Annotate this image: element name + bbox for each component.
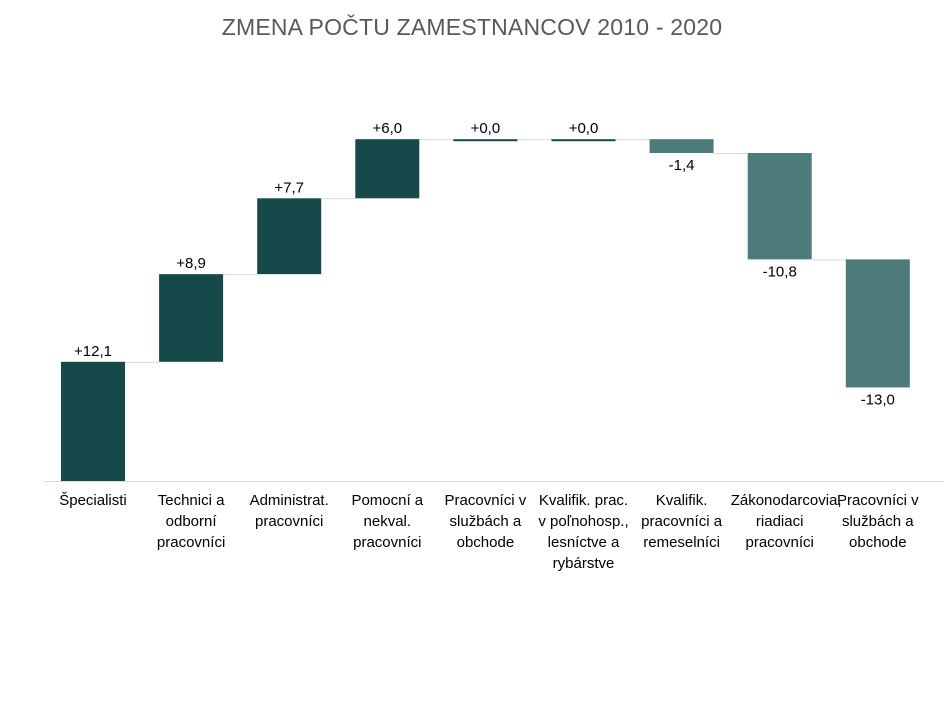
category-label-6: Kvalifik. pracovníci a remeselníci — [641, 492, 723, 551]
data-label-1: +8,9 — [176, 255, 206, 272]
category-label-3: Pomocní a nekval. pracovníci — [351, 492, 424, 551]
data-label-7: -10,8 — [763, 263, 797, 280]
data-label-8: -13,0 — [861, 391, 895, 408]
category-label-8: Pracovníci v službách a obchode — [836, 492, 919, 551]
category-label-2: Administrat. pracovníci — [249, 492, 329, 530]
bar-7 — [747, 152, 812, 260]
category-label-0: Špecialisti — [59, 492, 127, 509]
bar-2 — [257, 198, 322, 275]
data-label-5: +0,0 — [569, 120, 599, 137]
bar-3 — [355, 139, 420, 199]
category-label-4: Pracovníci v službách a obchode — [444, 492, 527, 551]
bar-5 — [551, 139, 616, 142]
bar-1 — [159, 274, 224, 362]
bar-8 — [845, 259, 910, 388]
data-label-4: +0,0 — [471, 120, 501, 137]
data-label-2: +7,7 — [274, 179, 304, 196]
category-label-1: Technici a odborní pracovníci — [156, 492, 226, 551]
chart-title: ZMENA POČTU ZAMESTNANCOV 2010 - 2020 — [221, 14, 723, 40]
bar-4 — [453, 139, 518, 142]
data-label-0: +12,1 — [74, 343, 112, 360]
data-label-6: -1,4 — [669, 157, 695, 174]
category-label-7: Zákonodarcovia, riadiaci pracovníci — [730, 492, 842, 551]
data-label-3: +6,0 — [372, 120, 402, 137]
bar-6 — [649, 139, 714, 153]
category-label-5: Kvalifik. prac. v poľnohosp., lesníctve … — [538, 492, 629, 572]
bar-0 — [61, 361, 125, 481]
